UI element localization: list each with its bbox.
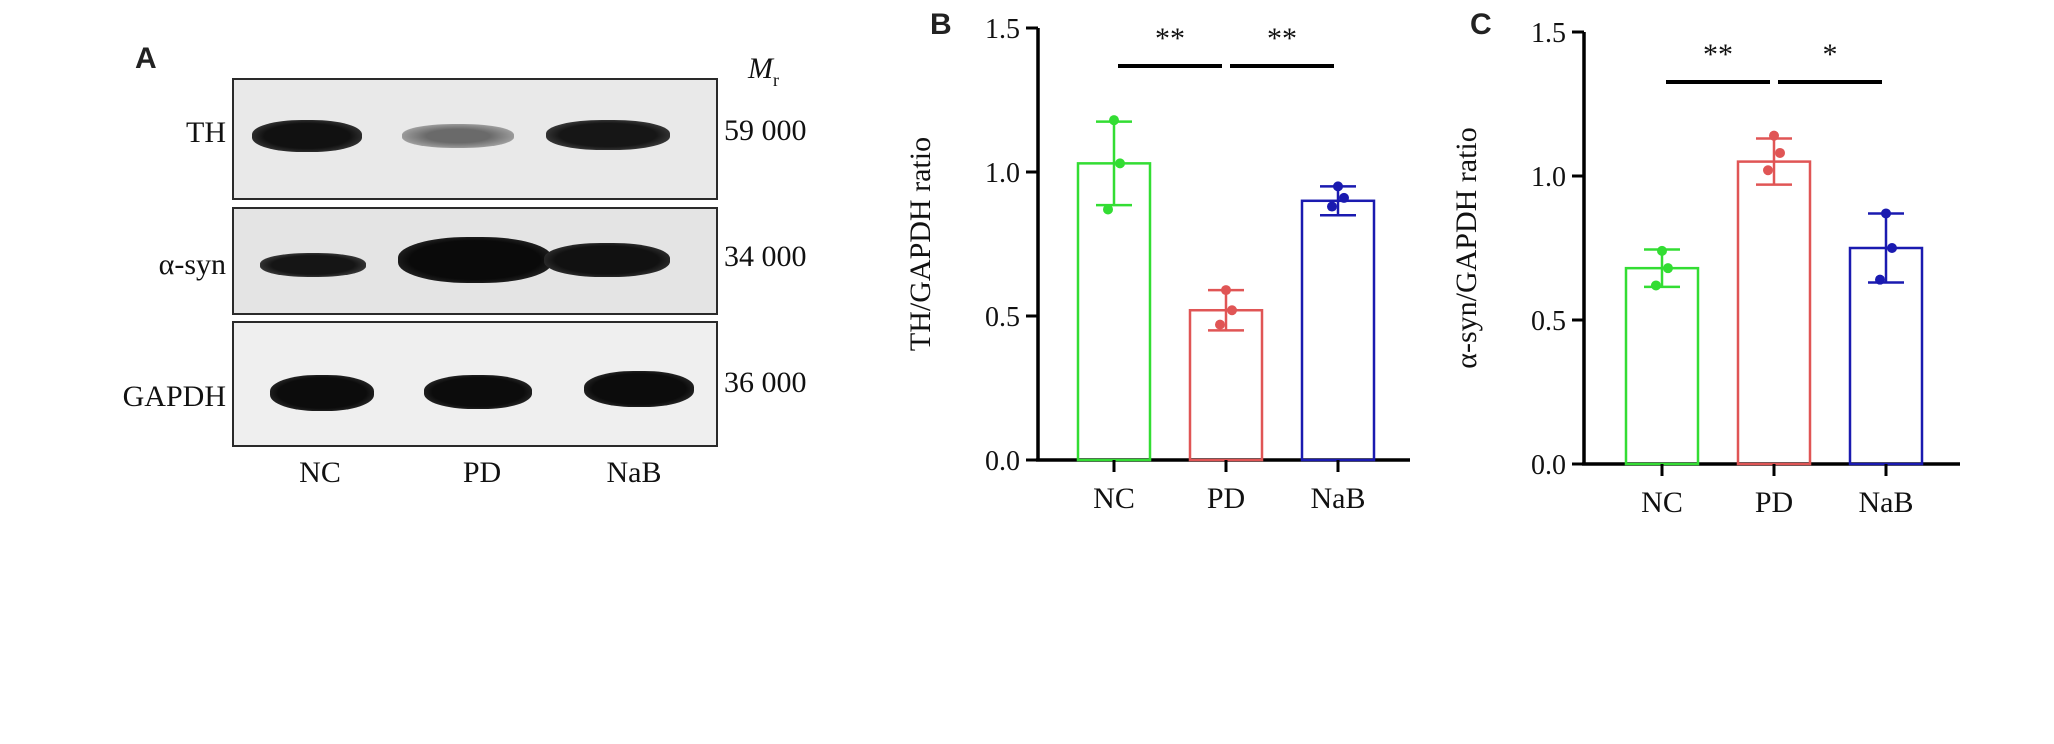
bar-nc	[1076, 162, 1152, 462]
panel-c-letter: C	[1470, 8, 1492, 41]
y-tick-label: 0.5	[985, 302, 1020, 333]
y-axis-label: TH/GAPDH ratio	[910, 137, 937, 351]
data-point-nab	[1875, 274, 1885, 285]
data-point-nc	[1103, 204, 1113, 215]
data-point-nab	[1887, 243, 1897, 253]
band-asyn-nc	[260, 253, 366, 277]
x-tick-label-nab: NaB	[1311, 482, 1366, 515]
data-point-pd	[1769, 130, 1779, 141]
band-asyn-pd	[398, 237, 552, 283]
band-th-nc	[252, 120, 362, 152]
blot-label-th: TH	[186, 116, 226, 149]
y-tick-label: 0.0	[985, 446, 1020, 477]
y-tick-label: 0.0	[1531, 450, 1566, 481]
data-point-nab	[1327, 201, 1337, 212]
band-gapdh-nc	[270, 375, 374, 411]
data-point-nc	[1115, 158, 1125, 169]
data-point-nab	[1333, 181, 1343, 192]
blot-strip-th	[232, 78, 718, 200]
band-asyn-nab	[544, 243, 670, 277]
significance-label: **	[1155, 22, 1185, 55]
significance-label: **	[1267, 22, 1297, 55]
mr-subscript: r	[773, 70, 779, 90]
lane-label-pd: PD	[462, 456, 502, 489]
x-tick-label-nc: NC	[1093, 482, 1135, 515]
data-point-pd	[1221, 285, 1231, 296]
mr-label: M	[748, 52, 773, 85]
mr-value-th: 59 000	[724, 114, 807, 147]
band-th-pd	[402, 124, 514, 148]
blot-label-asyn: α-syn	[158, 248, 226, 281]
lane-label-nc: NC	[299, 456, 341, 489]
data-point-pd	[1775, 147, 1785, 158]
panel-b-letter: B	[930, 8, 952, 41]
data-point-nc	[1651, 280, 1661, 291]
y-tick-label: 1.0	[985, 158, 1020, 189]
chart-th-gapdh: TH/GAPDH ratio 0.0 0.5 1.0 1.5 NC PD NaB ** **	[910, 14, 1410, 515]
significance-label: **	[1703, 38, 1733, 71]
mr-header: Mr	[748, 52, 779, 90]
band-gapdh-pd	[424, 375, 532, 409]
data-point-nc	[1109, 115, 1119, 126]
data-point-pd	[1227, 305, 1237, 316]
significance-label: *	[1823, 38, 1838, 71]
x-tick-label-pd: PD	[1755, 486, 1793, 519]
y-tick-label: 1.5	[1531, 18, 1566, 49]
data-point-nc	[1663, 263, 1673, 274]
lane-label-nab: NaB	[606, 456, 662, 489]
y-tick-label: 0.5	[1531, 306, 1566, 337]
data-point-nab	[1881, 208, 1891, 219]
y-axis-label: α-syn/GAPDH ratio	[1450, 127, 1483, 369]
bar-pd	[1188, 308, 1264, 462]
y-tick-label: 1.5	[985, 14, 1020, 45]
data-point-nab	[1339, 192, 1349, 203]
y-tick-label: 1.0	[1531, 162, 1566, 193]
blot-label-gapdh: GAPDH	[122, 380, 226, 413]
mr-value-gapdh: 36 000	[724, 366, 807, 399]
bar-pd	[1736, 160, 1812, 466]
blot-strip-gapdh	[232, 321, 718, 447]
band-gapdh-nab	[584, 371, 694, 407]
x-tick-label-nc: NC	[1641, 486, 1683, 519]
x-tick-label-nab: NaB	[1859, 486, 1914, 519]
data-point-nc	[1657, 245, 1667, 256]
x-tick-label-pd: PD	[1207, 482, 1245, 515]
data-point-pd	[1763, 165, 1773, 176]
band-th-nab	[546, 120, 670, 150]
data-point-pd	[1215, 319, 1225, 330]
bar-nc	[1624, 266, 1700, 466]
blot-strip-asyn	[232, 207, 718, 315]
bar-nab	[1300, 199, 1376, 462]
mr-value-asyn: 34 000	[724, 240, 807, 273]
panel-a-letter: A	[135, 42, 157, 75]
